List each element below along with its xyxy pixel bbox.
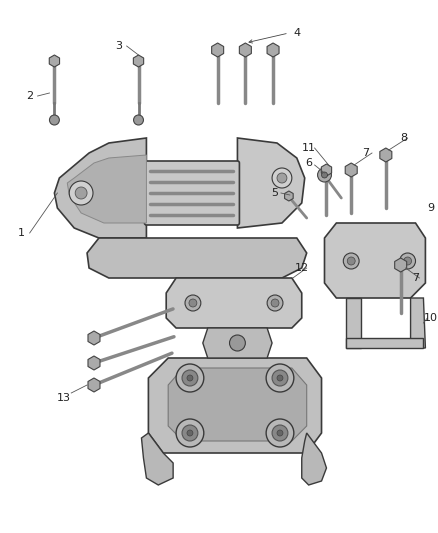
Text: 7: 7 <box>363 148 370 158</box>
Polygon shape <box>67 155 146 223</box>
Circle shape <box>267 295 283 311</box>
Circle shape <box>400 253 416 269</box>
Circle shape <box>272 425 288 441</box>
Polygon shape <box>88 331 100 345</box>
Text: 7: 7 <box>412 273 419 283</box>
Text: 8: 8 <box>400 133 407 143</box>
Circle shape <box>185 295 201 311</box>
Text: 10: 10 <box>424 313 438 323</box>
Circle shape <box>266 364 294 392</box>
Polygon shape <box>346 298 361 348</box>
Polygon shape <box>166 278 302 328</box>
Circle shape <box>272 168 292 188</box>
Text: 12: 12 <box>295 263 309 273</box>
Polygon shape <box>148 358 321 453</box>
Circle shape <box>75 187 87 199</box>
Polygon shape <box>54 138 146 238</box>
Text: 11: 11 <box>302 143 316 153</box>
Circle shape <box>404 257 412 265</box>
Polygon shape <box>325 223 425 298</box>
Circle shape <box>277 173 287 183</box>
Text: 4: 4 <box>293 28 300 38</box>
Circle shape <box>266 419 294 447</box>
FancyBboxPatch shape <box>145 161 240 225</box>
Circle shape <box>49 115 60 125</box>
Polygon shape <box>49 55 60 67</box>
Text: 1: 1 <box>18 228 25 238</box>
Circle shape <box>230 335 245 351</box>
Polygon shape <box>88 356 100 370</box>
Polygon shape <box>168 368 307 441</box>
Circle shape <box>176 419 204 447</box>
Circle shape <box>182 370 198 386</box>
Circle shape <box>176 364 204 392</box>
Polygon shape <box>203 328 272 358</box>
Polygon shape <box>410 298 425 348</box>
Circle shape <box>271 299 279 307</box>
Polygon shape <box>88 378 100 392</box>
Circle shape <box>69 181 93 205</box>
Polygon shape <box>212 43 224 57</box>
Circle shape <box>321 172 328 178</box>
Circle shape <box>347 257 355 265</box>
Polygon shape <box>395 258 406 272</box>
Polygon shape <box>133 55 144 67</box>
Circle shape <box>182 425 198 441</box>
Polygon shape <box>87 238 307 278</box>
Text: 13: 13 <box>57 393 71 403</box>
Circle shape <box>272 370 288 386</box>
Circle shape <box>343 253 359 269</box>
Polygon shape <box>237 138 305 228</box>
Text: 5: 5 <box>272 188 279 198</box>
Text: 2: 2 <box>26 91 33 101</box>
Text: 9: 9 <box>427 203 434 213</box>
Polygon shape <box>267 43 279 57</box>
Circle shape <box>187 430 193 436</box>
Polygon shape <box>285 191 293 201</box>
Circle shape <box>277 430 283 436</box>
Text: 3: 3 <box>115 41 122 51</box>
Polygon shape <box>321 164 332 176</box>
Polygon shape <box>302 433 326 485</box>
Circle shape <box>189 299 197 307</box>
Text: 6: 6 <box>305 158 312 168</box>
Polygon shape <box>380 148 392 162</box>
Circle shape <box>277 375 283 381</box>
Circle shape <box>134 115 144 125</box>
Polygon shape <box>346 338 424 348</box>
Polygon shape <box>239 43 251 57</box>
Circle shape <box>187 375 193 381</box>
Polygon shape <box>141 433 173 485</box>
Circle shape <box>318 168 332 182</box>
Polygon shape <box>345 163 357 177</box>
